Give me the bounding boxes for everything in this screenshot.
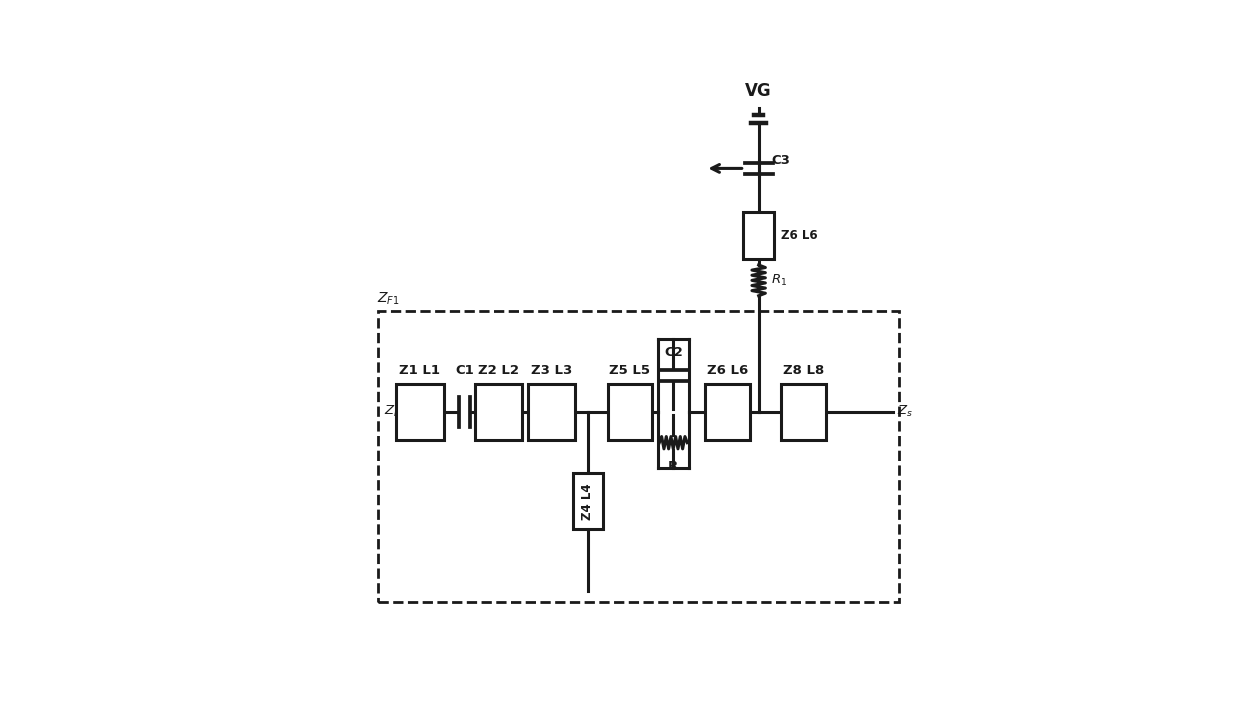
Text: Z8 L8: Z8 L8 <box>782 364 825 377</box>
Bar <box>475 384 522 440</box>
Text: Z1 L1: Z1 L1 <box>399 364 440 377</box>
Bar <box>573 473 604 529</box>
Bar <box>781 384 826 440</box>
Text: C1: C1 <box>455 364 474 377</box>
Text: $R_1$: $R_1$ <box>771 273 787 288</box>
Text: R: R <box>668 459 678 473</box>
Text: Z6 L6: Z6 L6 <box>707 364 749 377</box>
Text: C2: C2 <box>663 346 683 358</box>
Text: $Z_s$: $Z_s$ <box>898 404 914 419</box>
Bar <box>397 384 444 440</box>
Bar <box>528 384 575 440</box>
Bar <box>608 384 652 440</box>
Bar <box>743 212 774 260</box>
Text: Z6 L6: Z6 L6 <box>781 229 817 242</box>
Bar <box>706 384 750 440</box>
Text: VG: VG <box>745 82 773 100</box>
Text: Z2 L2: Z2 L2 <box>477 364 518 377</box>
Text: Z4 L4: Z4 L4 <box>582 483 594 520</box>
Text: C3: C3 <box>771 153 790 166</box>
Text: Z5 L5: Z5 L5 <box>609 364 651 377</box>
Text: Z3 L3: Z3 L3 <box>531 364 572 377</box>
Text: $Z_{F1}$: $Z_{F1}$ <box>377 290 399 307</box>
Text: $Z_{IN}$: $Z_{IN}$ <box>383 404 404 419</box>
Bar <box>378 311 899 602</box>
